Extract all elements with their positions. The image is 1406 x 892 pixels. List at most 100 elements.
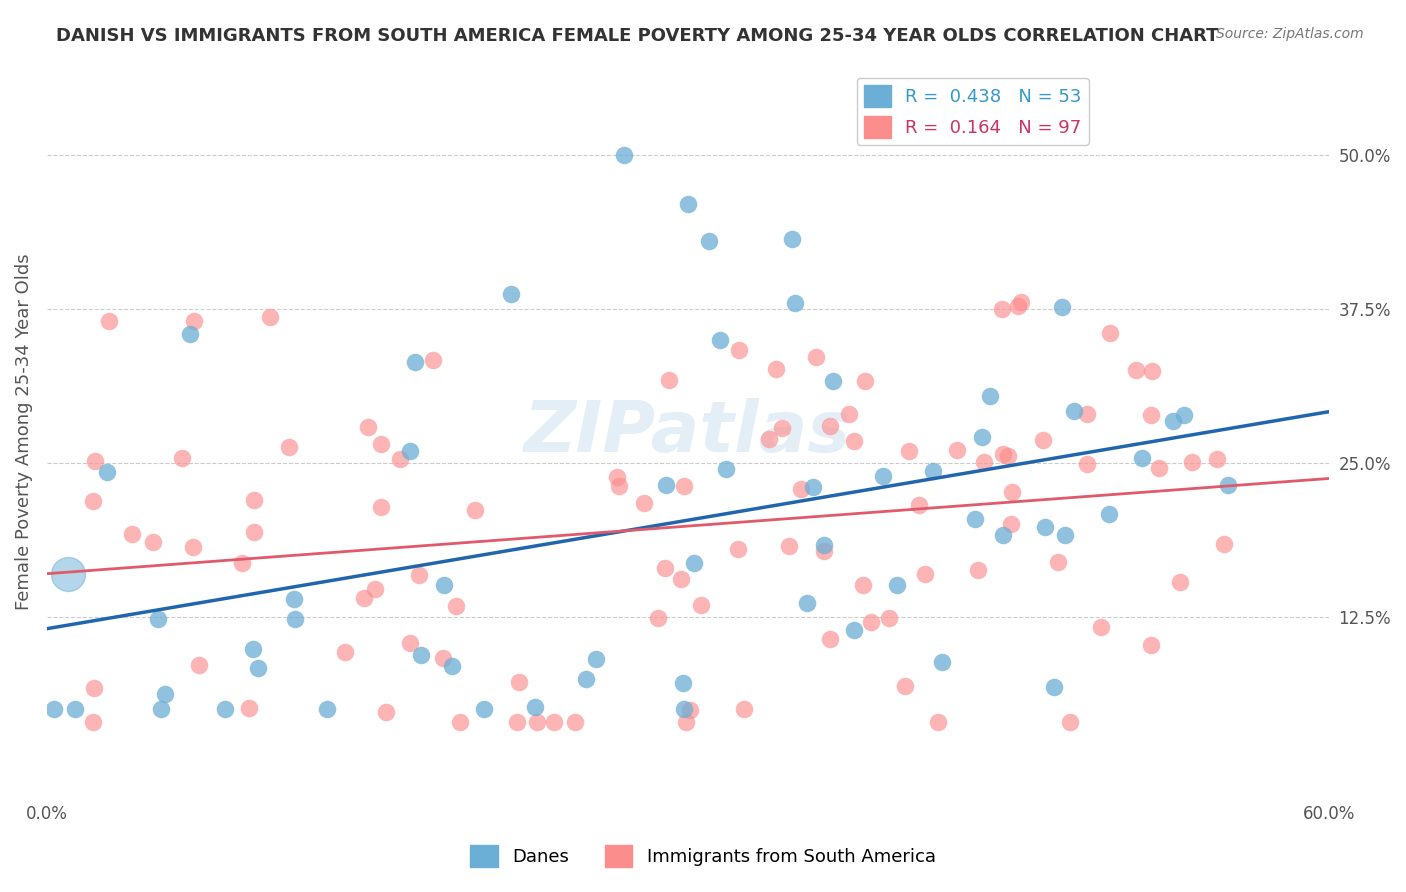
- Point: [1206, 451, 1229, 466]
- Point: [1090, 620, 1112, 634]
- Point: [927, 714, 949, 729]
- Point: [965, 512, 987, 526]
- Point: [284, 612, 307, 626]
- Point: [842, 434, 865, 448]
- Point: [247, 661, 270, 675]
- Point: [183, 540, 205, 554]
- Point: [1047, 555, 1070, 569]
- Point: [1076, 457, 1098, 471]
- Point: [872, 469, 894, 483]
- Point: [991, 527, 1014, 541]
- Point: [733, 702, 755, 716]
- Point: [259, 310, 281, 325]
- Point: [990, 301, 1012, 316]
- Point: [242, 641, 264, 656]
- Point: [669, 572, 692, 586]
- Point: [243, 525, 266, 540]
- Point: [374, 706, 396, 720]
- Point: [1001, 485, 1024, 500]
- Point: [879, 610, 901, 624]
- Point: [801, 480, 824, 494]
- Point: [153, 687, 176, 701]
- Point: [1130, 450, 1153, 465]
- Point: [97, 314, 120, 328]
- Text: DANISH VS IMMIGRANTS FROM SOUTH AMERICA FEMALE POVERTY AMONG 25-34 YEAR OLDS COR: DANISH VS IMMIGRANTS FROM SOUTH AMERICA …: [56, 27, 1219, 45]
- Point: [818, 632, 841, 647]
- Y-axis label: Female Poverty Among 25-34 Year Olds: Female Poverty Among 25-34 Year Olds: [15, 254, 32, 610]
- Point: [893, 679, 915, 693]
- Point: [433, 578, 456, 592]
- Point: [907, 498, 929, 512]
- Point: [564, 714, 586, 729]
- Point: [357, 420, 380, 434]
- Legend: R =  0.438   N = 53, R =  0.164   N = 97: R = 0.438 N = 53, R = 0.164 N = 97: [856, 78, 1088, 145]
- Point: [238, 701, 260, 715]
- Point: [716, 462, 738, 476]
- Point: [790, 483, 813, 497]
- Point: [697, 234, 720, 248]
- Point: [1053, 527, 1076, 541]
- Point: [58, 566, 80, 581]
- Point: [1000, 516, 1022, 531]
- Point: [1140, 409, 1163, 423]
- Point: [654, 478, 676, 492]
- Point: [333, 645, 356, 659]
- Point: [440, 659, 463, 673]
- Point: [852, 578, 875, 592]
- Point: [914, 566, 936, 581]
- Point: [575, 672, 598, 686]
- Point: [972, 430, 994, 444]
- Point: [364, 582, 387, 597]
- Point: [148, 612, 170, 626]
- Point: [1181, 455, 1204, 469]
- Point: [967, 563, 990, 577]
- Point: [422, 353, 444, 368]
- Point: [506, 714, 529, 729]
- Point: [613, 148, 636, 162]
- Point: [1218, 477, 1240, 491]
- Point: [1173, 408, 1195, 422]
- Point: [1063, 404, 1085, 418]
- Point: [399, 636, 422, 650]
- Point: [353, 591, 375, 605]
- Point: [472, 702, 495, 716]
- Point: [214, 702, 236, 716]
- Point: [242, 492, 264, 507]
- Point: [277, 440, 299, 454]
- Point: [647, 611, 669, 625]
- Point: [778, 539, 800, 553]
- Point: [859, 615, 882, 629]
- Point: [389, 451, 412, 466]
- Point: [1140, 364, 1163, 378]
- Point: [770, 420, 793, 434]
- Point: [1007, 299, 1029, 313]
- Point: [842, 623, 865, 637]
- Point: [179, 327, 201, 342]
- Point: [813, 538, 835, 552]
- Point: [709, 333, 731, 347]
- Point: [1149, 461, 1171, 475]
- Point: [499, 287, 522, 301]
- Point: [523, 700, 546, 714]
- Point: [96, 465, 118, 479]
- Point: [676, 197, 699, 211]
- Point: [1212, 536, 1234, 550]
- Point: [370, 500, 392, 515]
- Point: [1059, 714, 1081, 729]
- Point: [83, 453, 105, 467]
- Point: [758, 432, 780, 446]
- Point: [82, 494, 104, 508]
- Point: [654, 561, 676, 575]
- Point: [543, 714, 565, 729]
- Point: [727, 541, 749, 556]
- Point: [806, 350, 828, 364]
- Point: [63, 702, 86, 716]
- Point: [1076, 407, 1098, 421]
- Point: [946, 442, 969, 457]
- Point: [1098, 507, 1121, 521]
- Point: [818, 419, 841, 434]
- Point: [149, 702, 172, 716]
- Point: [671, 675, 693, 690]
- Point: [316, 702, 339, 716]
- Point: [585, 651, 607, 665]
